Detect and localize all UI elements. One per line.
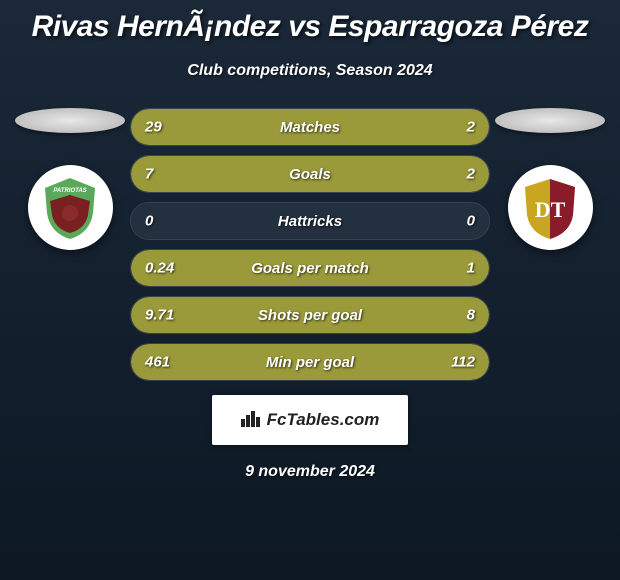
stat-value-left: 461 [145, 354, 170, 371]
player-ellipse-right [495, 108, 605, 133]
stat-label: Hattricks [278, 213, 342, 230]
stat-row: 0 Hattricks 0 [130, 202, 490, 240]
team-badge-left: PATRIOTAS [28, 165, 113, 250]
subtitle: Club competitions, Season 2024 [0, 62, 620, 80]
stat-value-right: 112 [451, 354, 475, 371]
stat-value-right: 1 [467, 260, 475, 277]
stat-label: Goals [289, 166, 331, 183]
svg-text:PATRIOTAS: PATRIOTAS [53, 188, 86, 194]
stat-value-left: 0.24 [145, 260, 174, 277]
shield-icon: PATRIOTAS [35, 173, 105, 243]
page-title: Rivas HernÃ¡ndez vs Esparragoza Pérez [0, 0, 620, 44]
date-label: 9 november 2024 [0, 463, 620, 481]
stat-value-right: 2 [467, 119, 475, 136]
stat-row: 9.71 Shots per goal 8 [130, 296, 490, 334]
stat-row: 461 Min per goal 112 [130, 343, 490, 381]
stat-fill-left [131, 156, 410, 192]
club-icon: DT [515, 173, 585, 243]
stat-label: Goals per match [251, 260, 369, 277]
stat-label: Min per goal [266, 354, 354, 371]
svg-text:DT: DT [535, 197, 566, 222]
stat-value-left: 9.71 [145, 307, 174, 324]
left-side: PATRIOTAS [10, 108, 130, 250]
stat-row: 0.24 Goals per match 1 [130, 249, 490, 287]
stats-column: 29 Matches 2 7 Goals 2 0 Hattricks 0 0.24 Goals pe… [130, 108, 490, 381]
stat-value-right: 0 [467, 213, 475, 230]
source-badge[interactable]: FcTables.com [212, 395, 408, 445]
stat-fill-right [410, 156, 489, 192]
stat-value-left: 29 [145, 119, 162, 136]
stat-row: 7 Goals 2 [130, 155, 490, 193]
stat-label: Matches [280, 119, 340, 136]
stat-value-right: 8 [467, 307, 475, 324]
source-label: FcTables.com [267, 410, 380, 430]
stat-value-left: 7 [145, 166, 153, 183]
right-side: DT [490, 108, 610, 250]
stat-label: Shots per goal [258, 307, 362, 324]
stat-value-left: 0 [145, 213, 153, 230]
player-ellipse-left [15, 108, 125, 133]
bars-icon [241, 409, 261, 432]
comparison-content: PATRIOTAS 29 Matches 2 7 Goals 2 0 Hattricks 0 0.… [0, 108, 620, 381]
team-badge-right: DT [508, 165, 593, 250]
stat-value-right: 2 [467, 166, 475, 183]
stat-row: 29 Matches 2 [130, 108, 490, 146]
